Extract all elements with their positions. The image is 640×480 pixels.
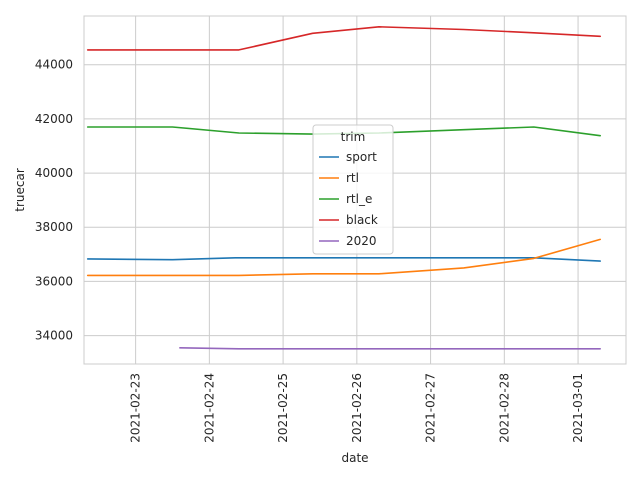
- x-axis-label: date: [341, 451, 368, 465]
- y-tick-label: 40000: [35, 166, 73, 180]
- series-line-2020: [179, 346, 602, 350]
- y-tick-label: 36000: [35, 274, 73, 288]
- series-line-sport: [86, 256, 602, 262]
- y-tick-labels: 34000 36000 38000 40000 42000 44000: [35, 58, 73, 343]
- legend-label: rtl_e: [346, 192, 372, 206]
- x-tick-label: 2021-02-25: [276, 373, 290, 443]
- series-line-black: [86, 25, 602, 51]
- x-tick-label: 2021-03-01: [571, 373, 585, 443]
- legend-label: 2020: [346, 234, 377, 248]
- y-tick-label: 42000: [35, 112, 73, 126]
- x-tick-label: 2021-02-23: [129, 373, 143, 443]
- legend-label: rtl: [346, 171, 359, 185]
- legend-title: trim: [341, 130, 366, 144]
- y-tick-label: 44000: [35, 58, 73, 72]
- x-tick-labels: 2021-02-23 2021-02-24 2021-02-25 2021-02-26…: [129, 373, 585, 443]
- series-line-rtl: [86, 238, 602, 277]
- y-axis-label: truecar: [13, 168, 27, 212]
- x-tick-label: 2021-02-26: [350, 373, 364, 443]
- series-lines: [86, 25, 602, 350]
- y-tick-label: 38000: [35, 220, 73, 234]
- y-tick-label: 34000: [35, 329, 73, 343]
- legend-label: sport: [346, 150, 377, 164]
- x-tick-label: 2021-02-27: [424, 373, 438, 443]
- x-tick-label: 2021-02-24: [202, 373, 216, 443]
- x-tick-label: 2021-02-28: [497, 373, 511, 443]
- legend-label: black: [346, 213, 378, 227]
